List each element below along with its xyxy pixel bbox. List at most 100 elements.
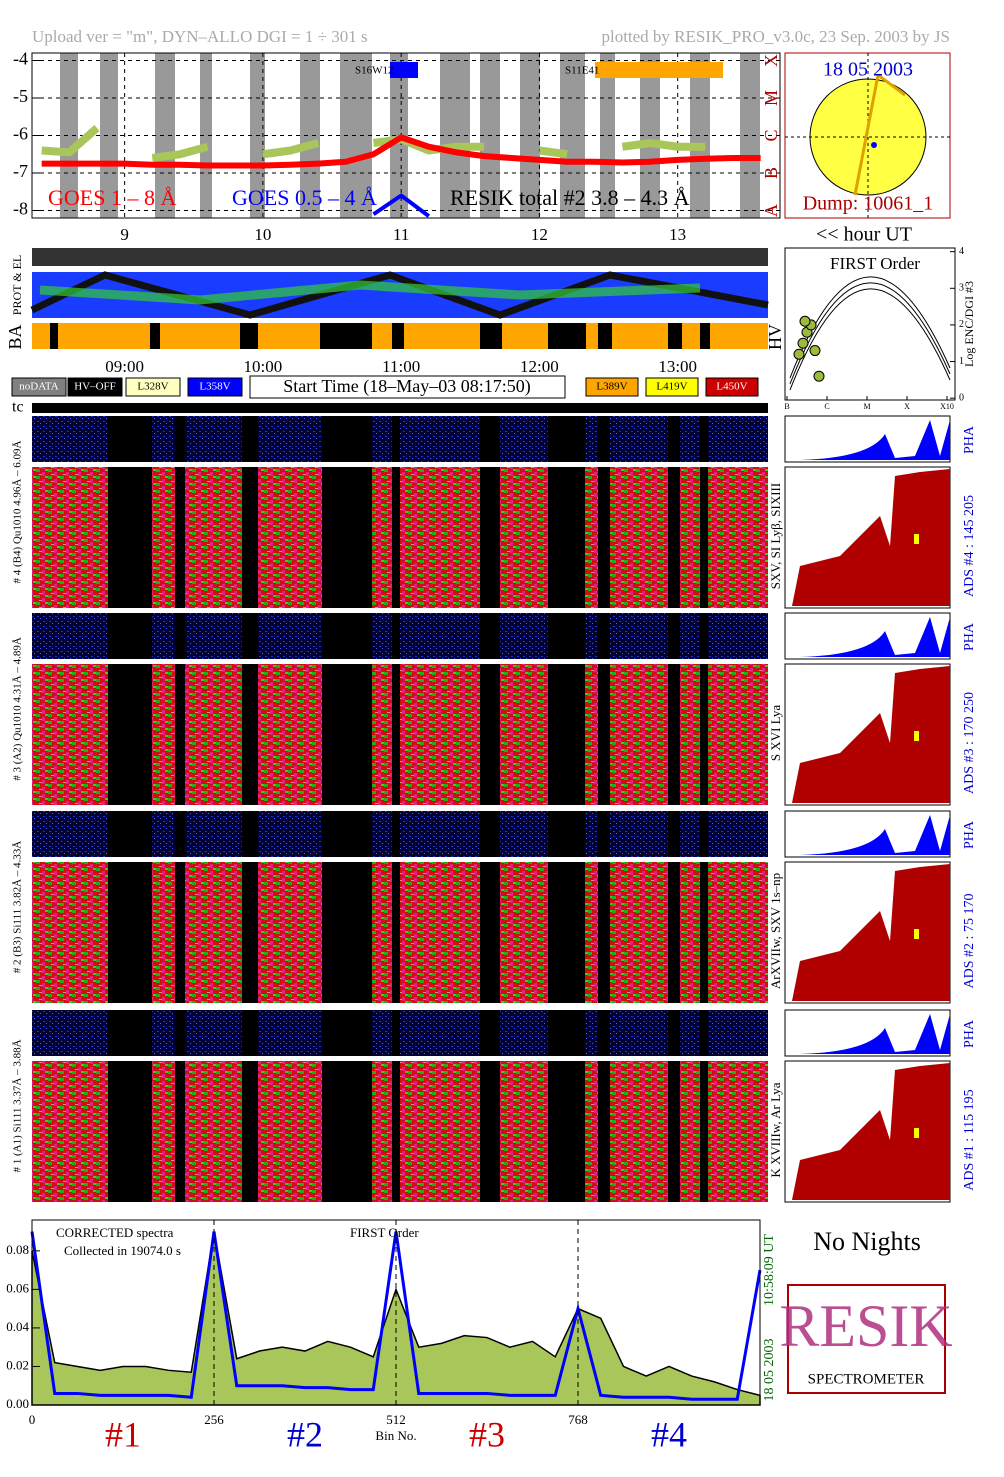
y-axis-label: Log ENC/DGI #3: [962, 281, 976, 367]
orbit-gap: [560, 53, 585, 218]
data-gap: [108, 1061, 152, 1202]
hv-legend-label: L328V: [137, 381, 168, 393]
el-pattern: [30, 271, 769, 319]
data-gap: [108, 613, 152, 659]
channel-lines: SXV, SI Lyβ, SIXIII: [768, 483, 783, 589]
data-gap: [242, 811, 258, 857]
class-label: A: [761, 204, 781, 217]
data-gap: [108, 862, 152, 1003]
class-label: M: [761, 90, 781, 106]
data-gap: [700, 664, 708, 805]
annotation-box: [390, 62, 418, 78]
data-gap: [175, 862, 185, 1003]
hv-legend-box: [67, 377, 123, 397]
data-gap: [242, 467, 258, 608]
data-gap: [175, 416, 185, 462]
data-gap: [598, 467, 610, 608]
data-gap: [700, 862, 708, 1003]
pha-label: PHA: [962, 820, 977, 849]
model-curve: [789, 288, 951, 391]
x-axis-label: << hour UT: [816, 224, 912, 246]
data-gap: [480, 1061, 500, 1202]
data-gap: [175, 613, 185, 659]
data-gap: [700, 613, 708, 659]
orbit-gap: [740, 53, 760, 218]
hv-legend-label: L450V: [716, 381, 747, 393]
data-point: [813, 370, 825, 382]
x-tick-label: C: [824, 402, 829, 411]
data-gap: [108, 1010, 152, 1056]
data-gap: [480, 467, 500, 608]
pha-profile: [800, 617, 950, 657]
hv-legend-label: HV–OFF: [74, 381, 116, 393]
data-gap: [668, 811, 680, 857]
ads-label: ADS #1 : 115 195: [962, 1089, 977, 1190]
data-gap: [668, 862, 680, 1003]
data-gap: [392, 1061, 400, 1202]
start-time-box: [249, 375, 566, 399]
data-gap: [242, 1061, 258, 1202]
data-gap: [392, 862, 400, 1003]
data-gap: [175, 811, 185, 857]
data-gap: [242, 1010, 258, 1056]
data-gap: [700, 811, 708, 857]
legend-entry: RESIK total #2 3.8 – 4.3 Å: [450, 185, 690, 210]
side-label: 18 05 2003: [762, 1339, 777, 1402]
channel-label: # 2 (B3) Si111 3.82Å – 4.33Å: [12, 841, 24, 973]
y-tick-label: -5: [13, 86, 28, 106]
y-tick-label: 0.06: [6, 1280, 29, 1295]
hv-legend-label: L419V: [656, 381, 687, 393]
channel-lines: S XVI Lya: [768, 705, 783, 762]
orbit-gap: [200, 53, 212, 218]
data-gap: [598, 1010, 610, 1056]
hv-legend-label: L389V: [596, 381, 627, 393]
region-label: #2: [287, 1414, 323, 1454]
data-gap: [392, 811, 400, 857]
channel-lines: ArXVIIw, SXV 1s–np: [768, 873, 783, 989]
ba-gap: [320, 323, 372, 349]
y-tick-label: 3: [959, 283, 964, 294]
data-gap: [480, 862, 500, 1003]
tc-label: tc: [12, 399, 24, 416]
data-gap: [668, 1010, 680, 1056]
region-label: #4: [651, 1414, 687, 1454]
y-tick-label: -7: [13, 161, 28, 181]
data-gap: [700, 467, 708, 608]
spec-marker: [914, 929, 919, 939]
x-tick-label: 13: [669, 225, 686, 244]
spec-profile: [792, 864, 950, 1001]
logo-subtitle: SPECTROMETER: [808, 1371, 925, 1387]
legend-entry: GOES 1 – 8 Å: [48, 185, 176, 210]
pha-profile: [800, 1014, 950, 1054]
data-gap: [392, 1010, 400, 1056]
data-gap: [668, 613, 680, 659]
ba-gap: [392, 323, 404, 349]
data-gap: [322, 613, 372, 659]
data-gap: [108, 664, 152, 805]
data-gap: [322, 862, 372, 1003]
data-gap: [668, 1061, 680, 1202]
data-gap: [175, 467, 185, 608]
orbit-gap: [60, 53, 78, 218]
strip-label: BA: [5, 324, 25, 349]
hv-legend-box: [585, 377, 639, 397]
data-gap: [548, 467, 585, 608]
x-tick-label: B: [784, 402, 789, 411]
plot-frame: [31, 1219, 761, 1406]
data-gap: [175, 1010, 185, 1056]
x-tick-label: 12: [531, 225, 548, 244]
data-gap: [392, 664, 400, 805]
x-tick-label: 10: [254, 225, 271, 244]
hv-legend-box: [187, 377, 243, 397]
channel-label: # 4 (B4) Qu1010 4.96Å – 6.09Å: [12, 440, 24, 583]
data-gap: [598, 613, 610, 659]
data-point: [809, 345, 821, 357]
pha-label: PHA: [962, 1019, 977, 1048]
y-tick-label: 0.04: [6, 1319, 29, 1334]
y-tick-label: 0: [959, 392, 964, 403]
data-gap: [108, 811, 152, 857]
ba-gap: [240, 323, 258, 349]
data-gap: [548, 416, 585, 462]
logo-name: RESIK: [779, 1293, 952, 1359]
